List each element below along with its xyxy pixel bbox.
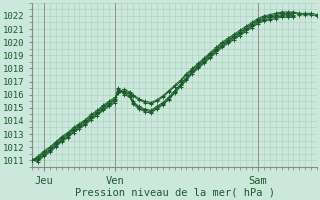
- X-axis label: Pression niveau de la mer( hPa ): Pression niveau de la mer( hPa ): [75, 187, 275, 197]
